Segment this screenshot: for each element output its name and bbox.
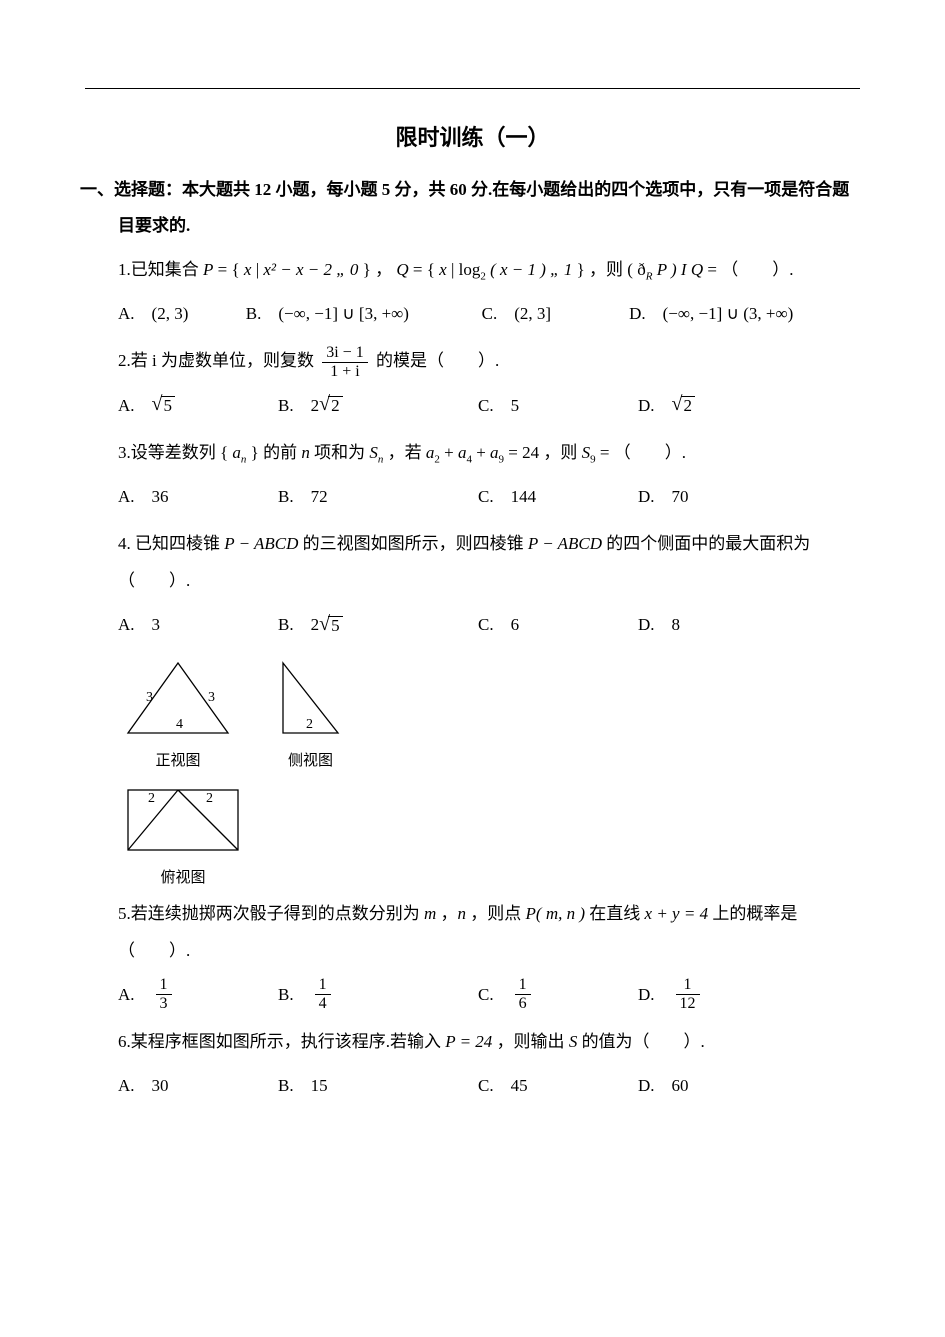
section-line2: 目要求的. [80, 216, 190, 235]
q1-optB: B. (−∞, −1] ∪ [3, +∞) [246, 295, 482, 332]
top-view-svg: 22 [118, 780, 248, 860]
side-caption: 侧视图 [288, 749, 333, 770]
side-view: 2 侧视图 [268, 653, 353, 770]
q6-options: A. 30 B. 15 C. 45 D. 60 [118, 1067, 865, 1104]
q4-figures-row2: 22 俯视图 [118, 780, 865, 887]
svg-text:2: 2 [306, 717, 313, 732]
front-view: 3 3 4 正视图 [118, 653, 238, 770]
front-caption: 正视图 [155, 749, 200, 770]
q6-text: 6.某程序框图如图所示，执行该程序.若输入 P = 24 ，则输出 S 的值为（… [118, 1023, 865, 1060]
front-view-svg: 3 3 4 [118, 653, 238, 743]
q6-optB: B. 15 [278, 1067, 478, 1104]
q1-P: P [203, 260, 213, 279]
q6-optD: D. 60 [638, 1067, 838, 1104]
svg-text:2: 2 [148, 791, 155, 806]
q1-Q: Q [396, 260, 408, 279]
q1-optC: C. (2, 3] [482, 295, 629, 332]
q1-options: A. (2, 3) B. (−∞, −1] ∪ [3, +∞) C. (2, 3… [118, 295, 865, 332]
q6-optA: A. 30 [118, 1067, 278, 1104]
q4-optA: A. 3 [118, 606, 278, 643]
q4-text: 4. 已知四棱锥 P − ABCD 的三视图如图所示，则四棱锥 P − ABCD… [118, 525, 865, 600]
q1-optA: A. (2, 3) [118, 295, 246, 332]
q4-figures-row1: 3 3 4 正视图 2 侧视图 [118, 653, 865, 770]
svg-text:4: 4 [176, 717, 183, 732]
q4-optD: D. 8 [638, 606, 838, 643]
q1-pre: 1.已知集合 [118, 260, 203, 279]
section-header: 一、选择题：本大题共 12 小题，每小题 5 分，共 60 分.在每小题给出的四… [80, 172, 865, 243]
side-view-svg: 2 [268, 653, 353, 743]
q3-optA: A. 36 [118, 478, 278, 515]
q1-optD: D. (−∞, −1] ∪ (3, +∞) [629, 295, 865, 332]
q1-set2: = { x | log2 ( x − 1 ) „ 1 } ，则 ( ðR P )… [413, 260, 707, 279]
q3-options: A. 36 B. 72 C. 144 D. 70 [118, 478, 865, 515]
q2-fraction: 3i − 1 1 + i [322, 344, 367, 380]
svg-text:3: 3 [146, 690, 153, 705]
q4-options: A. 3 B. 2√5 C. 6 D. 8 [118, 606, 865, 643]
q5-optB: B. 14 [278, 976, 478, 1013]
q2-optA: A. √5 [118, 387, 278, 424]
svg-text:3: 3 [208, 690, 215, 705]
q4-optC: C. 6 [478, 606, 638, 643]
top-view: 22 俯视图 [118, 780, 248, 887]
q4-optB: B. 2√5 [278, 606, 478, 643]
q5-optA: A. 13 [118, 976, 278, 1013]
header-rule [85, 88, 860, 89]
q5-optD: D. 112 [638, 976, 838, 1013]
questions: 1.已知集合 P = { x | x² − x − 2 „ 0 } ， Q = … [80, 251, 865, 1104]
page-title: 限时训练（一） [80, 120, 865, 152]
q5-text: 5.若连续抛掷两次骰子得到的点数分别为 m ，n ，则点 P( m, n ) 在… [118, 895, 865, 970]
q5-optC: C. 16 [478, 976, 638, 1013]
q1-text: 1.已知集合 P = { x | x² − x − 2 „ 0 } ， Q = … [118, 251, 865, 289]
q3-optD: D. 70 [638, 478, 838, 515]
q2-optC: C. 5 [478, 387, 638, 424]
q5-options: A. 13 B. 14 C. 16 D. 112 [118, 976, 865, 1013]
q1-set1: = { x | x² − x − 2 „ 0 } ， [218, 260, 397, 279]
q3-optB: B. 72 [278, 478, 478, 515]
q2-optB: B. 2√2 [278, 387, 478, 424]
q2-options: A. √5 B. 2√2 C. 5 D. √2 [118, 387, 865, 424]
top-caption: 俯视图 [160, 866, 205, 887]
q3-text: 3.设等差数列 { an } 的前 n 项和为 Sn ，若 a2 + a4 + … [118, 434, 865, 472]
section-line1: 一、选择题：本大题共 12 小题，每小题 5 分，共 60 分.在每小题给出的四… [80, 180, 849, 199]
q6-optC: C. 45 [478, 1067, 638, 1104]
q2-text: 2.若 i 为虚数单位，则复数 3i − 1 1 + i 的模是（ ）. [118, 342, 865, 380]
q3-optC: C. 144 [478, 478, 638, 515]
q1-tail: = （ ）. [707, 260, 793, 279]
q2-optD: D. √2 [638, 387, 838, 424]
page: 限时训练（一） 一、选择题：本大题共 12 小题，每小题 5 分，共 60 分.… [0, 0, 945, 1174]
svg-text:2: 2 [206, 791, 213, 806]
